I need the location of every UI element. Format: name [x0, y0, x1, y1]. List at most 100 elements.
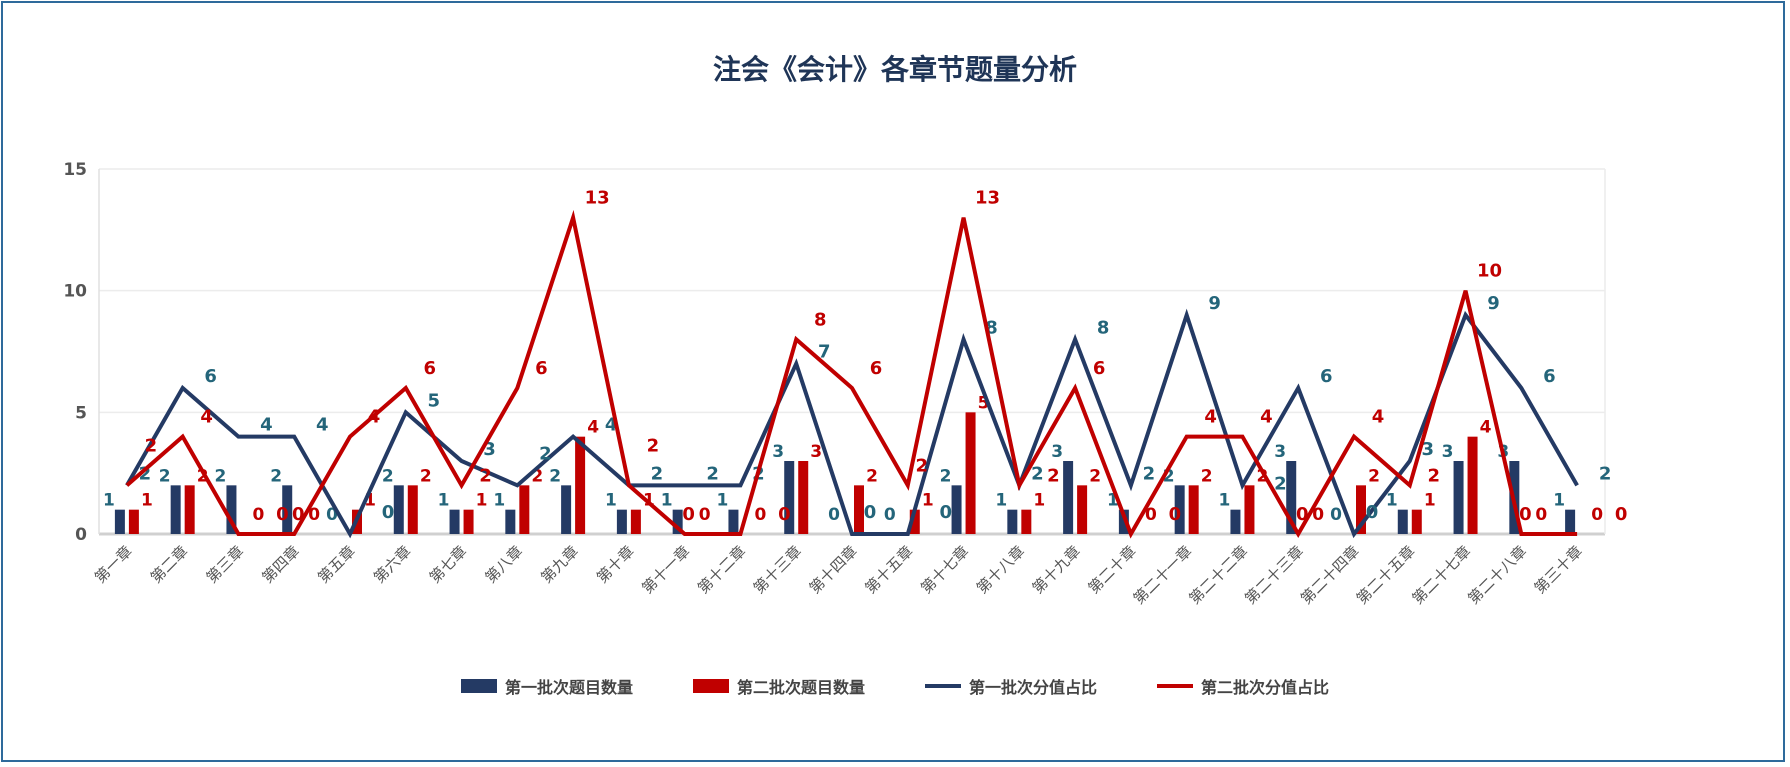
bar-1 [1007, 509, 1018, 534]
line-data-label: 0 [778, 504, 791, 525]
line-data-label: 2 [1428, 465, 1441, 486]
legend-item-bar2[interactable]: 第二批次题目数量 [692, 674, 865, 698]
line-data-label: 8 [1097, 317, 1110, 338]
bar-1 [1565, 509, 1576, 534]
line-data-label: 2 [539, 443, 552, 464]
bar-data-label: 1 [1107, 491, 1119, 511]
line-data-label: 6 [204, 366, 217, 387]
bar-2 [1411, 509, 1422, 534]
line-data-label: 2 [706, 463, 719, 484]
x-tick-label: 第二十七章 [1409, 542, 1475, 608]
y-tick-label: 0 [75, 525, 87, 545]
line-data-label: 2 [1599, 463, 1612, 484]
legend: 第一批次题目数量 第二批次题目数量 第一批次分值占比 第二批次分值占比 [0, 674, 1790, 698]
bar-1 [114, 509, 125, 534]
bar-data-label: 2 [1257, 466, 1269, 486]
x-tick-label: 第十八章 [973, 542, 1028, 597]
bar-data-label: 2 [215, 466, 227, 486]
line-data-label: 0 [292, 504, 305, 525]
bar-data-label: 3 [1442, 442, 1454, 462]
line-data-label: 2 [651, 463, 664, 484]
legend-item-line1[interactable]: 第一批次分值占比 [925, 674, 1097, 698]
bar-data-label: 0 [1312, 505, 1324, 525]
bar-data-label: 1 [717, 491, 729, 511]
bar-1 [1397, 509, 1408, 534]
x-tick-label: 第二章 [147, 542, 192, 587]
bar-data-label: 1 [1553, 491, 1565, 511]
x-tick-label: 第七章 [426, 542, 471, 587]
x-tick-label: 第十九章 [1029, 542, 1084, 597]
bar-data-label: 2 [159, 466, 171, 486]
bar-data-label: 1 [1219, 491, 1231, 511]
line-data-label: 4 [260, 415, 273, 436]
line-data-label: 6 [535, 358, 548, 379]
line-data-label: 2 [1274, 473, 1287, 494]
line-data-label: 9 [1487, 293, 1500, 314]
legend-label: 第一批次题目数量 [504, 678, 633, 697]
line-data-label: 4 [316, 415, 329, 436]
bar-1 [282, 485, 293, 534]
line-data-label: 4 [368, 407, 381, 428]
line-data-label: 4 [1372, 407, 1385, 428]
x-tick-label: 第三章 [203, 542, 248, 587]
bar-1 [170, 485, 181, 534]
bar-data-label: 0 [253, 505, 265, 525]
bar-1 [561, 485, 572, 534]
x-tick-label: 第十七章 [917, 542, 972, 597]
line-data-label: 4 [1260, 407, 1273, 428]
bar-2 [463, 509, 474, 534]
line-data-label: 0 [276, 504, 289, 525]
bar-2 [575, 436, 586, 534]
line-data-label: 0 [1366, 502, 1379, 523]
bar-2 [1188, 485, 1199, 534]
bar-1 [1174, 485, 1185, 534]
line-data-label: 2 [1143, 463, 1156, 484]
bar-2 [965, 412, 976, 534]
bar-data-label: 3 [810, 442, 822, 462]
legend-item-line2[interactable]: 第二批次分值占比 [1157, 674, 1329, 698]
bar-data-label: 1 [1424, 491, 1436, 511]
bar-data-label: 1 [493, 491, 505, 511]
x-tick-label: 第二十四章 [1297, 542, 1363, 608]
bar-data-label: 1 [141, 491, 153, 511]
bar-2 [630, 509, 641, 534]
bar-data-label: 3 [772, 442, 784, 462]
bar-data-label: 1 [476, 491, 488, 511]
bar-data-label: 1 [364, 491, 376, 511]
bar-data-label: 2 [1163, 466, 1175, 486]
bar-1 [393, 485, 404, 534]
x-tick-label: 第五章 [314, 542, 359, 587]
legend-item-bar1[interactable]: 第一批次题目数量 [460, 674, 633, 698]
bar-data-label: 1 [1386, 491, 1398, 511]
line-data-label: 6 [1543, 366, 1556, 387]
bar-data-label: 5 [978, 393, 990, 413]
chart-title: 注会《会计》各章节题量分析 [712, 53, 1077, 86]
legend-swatch [1157, 684, 1194, 688]
line-data-label: 0 [1169, 504, 1182, 525]
x-tick-label: 第八章 [482, 542, 527, 587]
x-tick-label: 第二十二章 [1186, 542, 1252, 608]
line-data-label: 0 [682, 504, 695, 525]
bar-2 [184, 485, 195, 534]
x-tick-label: 第六章 [370, 542, 415, 587]
x-tick-label: 第十一章 [638, 542, 693, 597]
legend-label: 第一批次分值占比 [969, 678, 1098, 697]
bar-2 [519, 485, 530, 534]
y-tick-label: 10 [63, 282, 87, 302]
line-data-label: 0 [382, 502, 395, 523]
x-tick-label: 第十二章 [694, 542, 749, 597]
bar-data-label: 2 [382, 466, 394, 486]
line-data-label: 2 [1031, 463, 1044, 484]
bar-data-label: 0 [884, 505, 896, 525]
bar-data-label: 2 [270, 466, 282, 486]
bar-1 [226, 485, 237, 534]
bar-data-label: 2 [531, 466, 543, 486]
bar-1 [449, 509, 460, 534]
bar-data-label: 0 [1330, 505, 1342, 525]
bar-data-label: 2 [1201, 466, 1213, 486]
bar-2 [1077, 485, 1088, 534]
bar-1 [616, 509, 627, 534]
bar-2 [407, 485, 418, 534]
bar-data-label: 1 [1033, 491, 1045, 511]
